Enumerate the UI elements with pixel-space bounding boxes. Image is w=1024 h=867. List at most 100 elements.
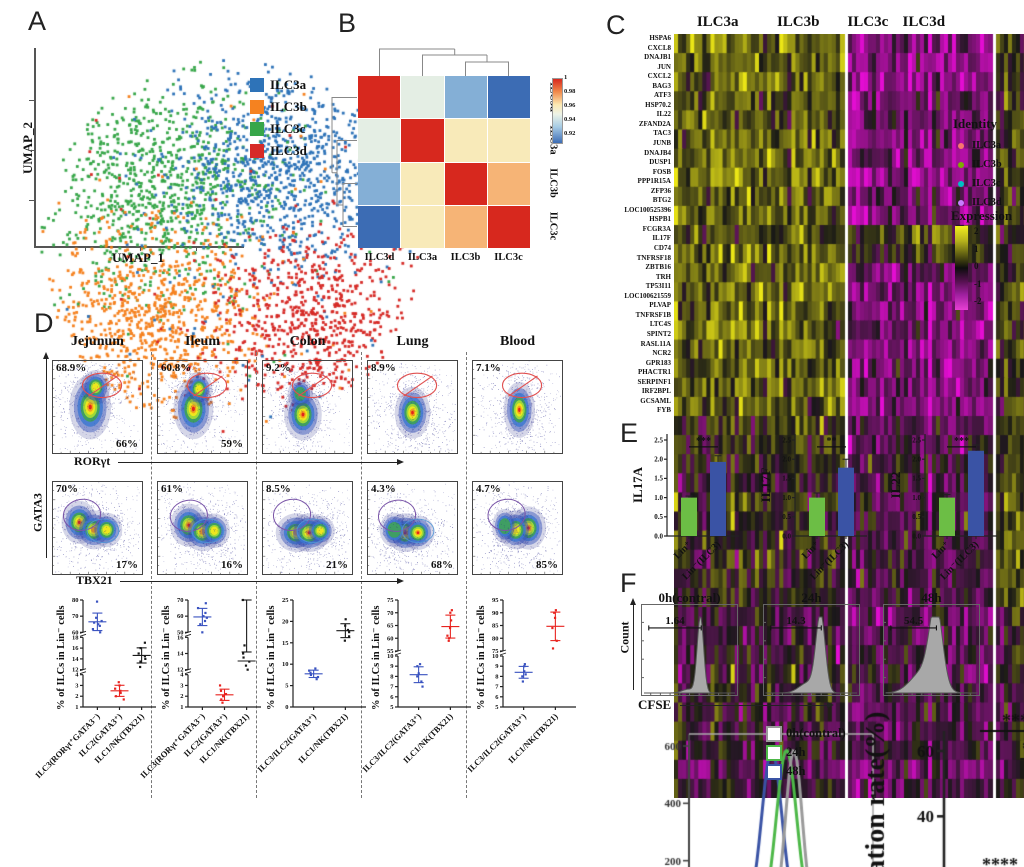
heatmap-cell xyxy=(444,76,487,119)
gene-label: CXCL8 xyxy=(647,43,671,52)
heatmap-cell xyxy=(444,162,487,205)
legend-swatch xyxy=(250,78,264,92)
gene-label: DNAJB1 xyxy=(644,53,671,62)
legend-label: ILC3c xyxy=(270,121,306,136)
legend-label: ILC3a xyxy=(270,77,307,92)
flow-plot-ileum-tbx21 xyxy=(157,481,248,575)
correlation-colorbar xyxy=(552,78,563,144)
expression-tick: -2 xyxy=(974,296,982,306)
tbx21-axis-label: TBX21 xyxy=(76,573,113,587)
heatmap-col-header: ILC3a xyxy=(696,14,739,30)
flow-bottom-percentage: 17% xyxy=(116,559,138,571)
gene-label: TRH xyxy=(655,272,671,281)
umap-y-axis-label: UMAP_2 xyxy=(20,122,35,174)
gene-label: TP53I11 xyxy=(645,282,671,291)
gene-label: JUNB xyxy=(652,139,671,148)
expression-colorbar xyxy=(955,226,968,310)
gene-label: FYB xyxy=(657,406,671,415)
legend-swatch xyxy=(766,744,782,761)
gene-label: IL22 xyxy=(656,110,671,119)
gata3-axis-arrow xyxy=(42,352,51,558)
gene-label: HSP70.2 xyxy=(645,100,671,109)
gata3-axis-label: GATA3 xyxy=(30,493,45,532)
bar-chart-il17f xyxy=(758,424,880,596)
count-axis-arrow xyxy=(629,598,638,690)
flow-plot-jejunum-tbx21 xyxy=(52,481,143,575)
flow-bottom-percentage: 16% xyxy=(221,559,243,571)
tick xyxy=(85,246,86,251)
colorbar-tick: 0.94 xyxy=(564,116,576,123)
identity-dot xyxy=(958,142,964,149)
tissue-title: Jejunum xyxy=(71,334,124,349)
legend-label: 0h(contral) xyxy=(786,726,846,740)
heatmap-col-header: ILC3d xyxy=(902,14,946,30)
tick xyxy=(29,200,34,201)
expression-legend-title: Expression xyxy=(951,208,1013,223)
colorbar-tick: 0.98 xyxy=(564,88,576,95)
flow-gate-percentage: 61% xyxy=(161,483,183,495)
heatmap-cell xyxy=(444,205,487,248)
separator xyxy=(151,352,152,798)
identity-label: ILC3a xyxy=(972,140,1002,151)
legend-swatch xyxy=(250,122,264,136)
gene-label: DUSP1 xyxy=(649,158,671,167)
gene-label: IRF2BPL xyxy=(641,387,671,396)
heatmap-cell xyxy=(401,119,444,162)
flow-gate-percentage: 7.1% xyxy=(476,362,501,374)
identity-dot xyxy=(958,161,964,168)
separator xyxy=(256,352,257,798)
correlation-col-labels: ILC3d ILC3a ILC3b ILC3c xyxy=(358,252,530,263)
legend-swatch xyxy=(766,725,782,742)
panel-b-label: B xyxy=(338,8,357,38)
identity-label: ILC3d xyxy=(972,197,1002,208)
flow-plot-lung-tbx21 xyxy=(367,481,458,575)
gene-label: LOC100621559 xyxy=(624,291,671,300)
legend-swatch xyxy=(250,100,264,114)
gene-label: ZBTB16 xyxy=(645,263,671,272)
cfse-histogram-0hcontral xyxy=(641,604,738,696)
gene-label: FOSB xyxy=(652,167,671,176)
gene-label: HSPB1 xyxy=(649,215,671,224)
flow-plot-colon-rorgt xyxy=(262,360,353,454)
gene-label: TAC3 xyxy=(653,129,671,138)
gene-labels: HSPA6 CXCL8 DNAJB1 JUN CXCL2 BAG3 ATF3 HSP70.2 I… xyxy=(598,34,671,416)
heatmap-cell xyxy=(401,162,444,205)
umap-legend-item: ILC3b xyxy=(250,96,307,118)
flow-bottom-percentage: 66% xyxy=(116,438,138,450)
tbx21-axis-arrow xyxy=(120,577,404,586)
proliferation-chart xyxy=(852,703,1024,867)
heatmap-col-label: ILC3c xyxy=(494,252,523,263)
cfse-axis-label: CFSE xyxy=(638,697,672,712)
tissue-title: Blood xyxy=(499,334,535,349)
heatmap-col-header: ILC3b xyxy=(776,14,820,30)
rorgt-axis-arrow xyxy=(118,458,404,467)
gene-label: PPP1R15A xyxy=(637,177,671,186)
heatmap-cell xyxy=(358,162,401,205)
separator xyxy=(361,352,362,798)
overlay-legend-item: 24h xyxy=(766,743,846,762)
umap-legend: ILC3a ILC3b ILC3c ILC3d xyxy=(250,74,307,162)
flow-plot-jejunum-rorgt xyxy=(52,360,143,454)
legend-label: ILC3b xyxy=(270,99,307,114)
heatmap-cell xyxy=(487,119,530,162)
heatmap-row-label: ILC3b xyxy=(547,168,559,198)
heatmap-row-label: ILC3c xyxy=(547,211,559,241)
count-axis-label: Count xyxy=(617,621,632,654)
colorbar-tick: 0.92 xyxy=(564,130,576,137)
gene-label: BAG3 xyxy=(652,81,671,90)
identity-label: ILC3b xyxy=(972,159,1002,170)
gene-label: FCGR3A xyxy=(642,224,671,233)
gene-label: CD74 xyxy=(653,244,671,253)
gene-label: LOC100525396 xyxy=(624,205,671,214)
dendrogram-top xyxy=(379,48,509,76)
flow-gate-percentage: 4.7% xyxy=(476,483,501,495)
overlay-legend-item: 48h xyxy=(766,762,846,781)
gene-label: LTC4S xyxy=(649,320,671,329)
heatmap-cell xyxy=(444,119,487,162)
gene-label: PLVAP xyxy=(649,301,671,310)
legend-label: 48h xyxy=(786,764,806,778)
gene-label: RASL11A xyxy=(640,339,671,348)
identity-legend-item: ILC3a xyxy=(958,136,1002,155)
heatmap-cell xyxy=(401,205,444,248)
